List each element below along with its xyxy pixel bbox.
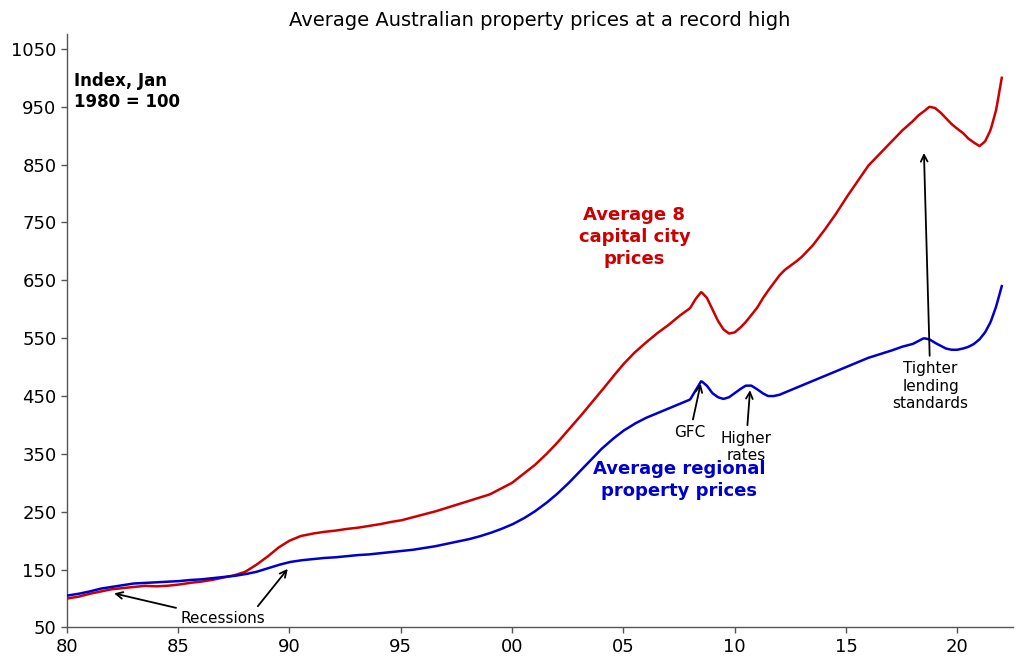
Text: Higher
rates: Higher rates [720, 392, 771, 463]
Text: GFC: GFC [675, 386, 706, 440]
Text: Recessions: Recessions [116, 592, 265, 626]
Text: Index, Jan
1980 = 100: Index, Jan 1980 = 100 [74, 72, 179, 111]
Text: Average regional
property prices: Average regional property prices [593, 460, 765, 500]
Text: Tighter
lending
standards: Tighter lending standards [893, 155, 969, 411]
Text: Average 8
capital city
prices: Average 8 capital city prices [579, 205, 690, 268]
Title: Average Australian property prices at a record high: Average Australian property prices at a … [289, 11, 791, 30]
